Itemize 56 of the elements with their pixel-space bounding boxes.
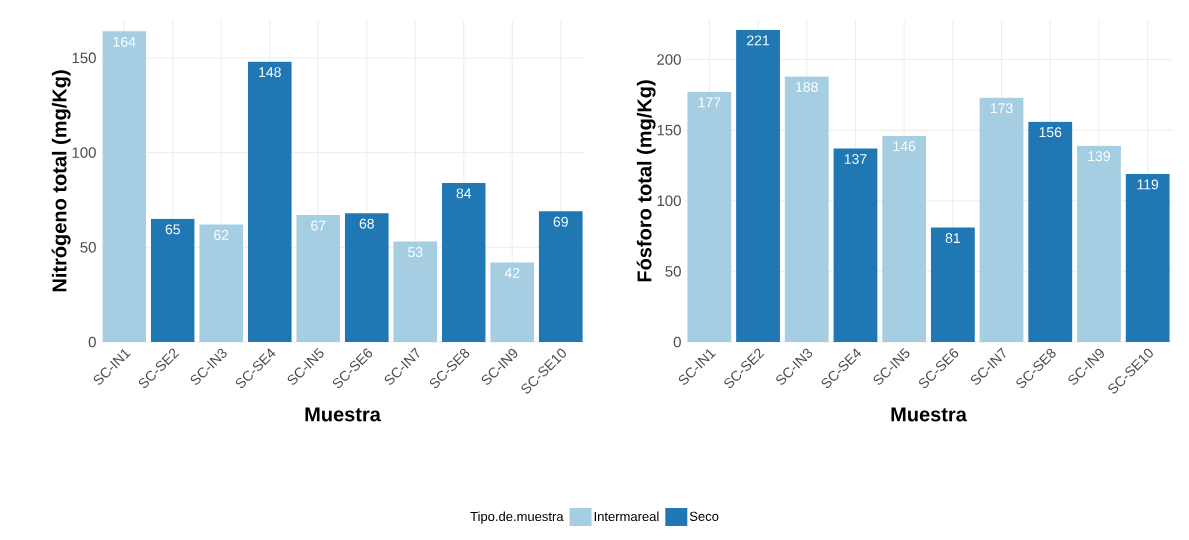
bar xyxy=(441,182,486,342)
data-label: 139 xyxy=(1088,151,1110,162)
y-axis-title: Nitrógeno total (mg/Kg) xyxy=(51,70,71,292)
data-label: 177 xyxy=(698,97,721,108)
bar xyxy=(1125,173,1170,342)
y-axis-title: Fósforo total (mg/Kg) xyxy=(636,80,656,282)
data-label: 119 xyxy=(1137,179,1159,190)
y-tick-label: 0 xyxy=(88,336,96,348)
bar xyxy=(687,92,732,342)
bar xyxy=(102,31,147,342)
bar xyxy=(882,135,927,342)
x-axis-title: Muestra xyxy=(305,407,381,422)
data-label: 146 xyxy=(893,141,916,152)
data-label: 67 xyxy=(311,220,326,231)
bar xyxy=(736,29,780,342)
bar xyxy=(150,218,195,342)
legend-title: Tipo.de.muestra xyxy=(470,511,564,524)
data-label: 69 xyxy=(553,216,568,227)
data-label: 42 xyxy=(504,267,520,278)
data-label: 156 xyxy=(1039,127,1062,138)
data-label: 164 xyxy=(113,36,136,47)
data-label: 62 xyxy=(214,230,229,240)
data-label: 221 xyxy=(747,35,770,46)
data-label: 81 xyxy=(945,233,960,244)
data-label: 65 xyxy=(165,224,180,235)
y-tick-label: 150 xyxy=(72,52,96,64)
data-label: 68 xyxy=(359,218,374,229)
y-tick-label: 100 xyxy=(657,195,681,207)
bar xyxy=(344,213,389,342)
bar xyxy=(538,211,583,342)
x-axis-title: Muestra xyxy=(891,407,967,422)
bar xyxy=(930,227,975,342)
bar xyxy=(1077,145,1121,342)
bar xyxy=(833,148,878,342)
legend-label: Intermareal xyxy=(594,511,659,522)
bar xyxy=(979,97,1024,342)
y-tick-label: 100 xyxy=(72,147,96,158)
data-label: 188 xyxy=(796,82,818,92)
bar xyxy=(393,241,438,342)
data-label: 173 xyxy=(990,103,1013,114)
legend-label: Seco xyxy=(689,511,719,521)
data-label: 84 xyxy=(456,188,472,199)
bar xyxy=(199,224,244,342)
bar xyxy=(296,215,341,342)
data-label: 148 xyxy=(259,67,281,78)
y-tick-label: 150 xyxy=(657,124,681,136)
bar xyxy=(784,76,829,342)
bar xyxy=(1028,121,1073,342)
y-tick-label: 50 xyxy=(80,241,96,253)
bar xyxy=(247,61,292,342)
y-tick-label: 0 xyxy=(673,336,681,348)
data-label: 137 xyxy=(844,154,867,164)
y-tick-label: 200 xyxy=(657,54,681,65)
data-label: 53 xyxy=(408,247,423,258)
bar xyxy=(490,262,535,342)
y-tick-label: 50 xyxy=(665,266,681,277)
